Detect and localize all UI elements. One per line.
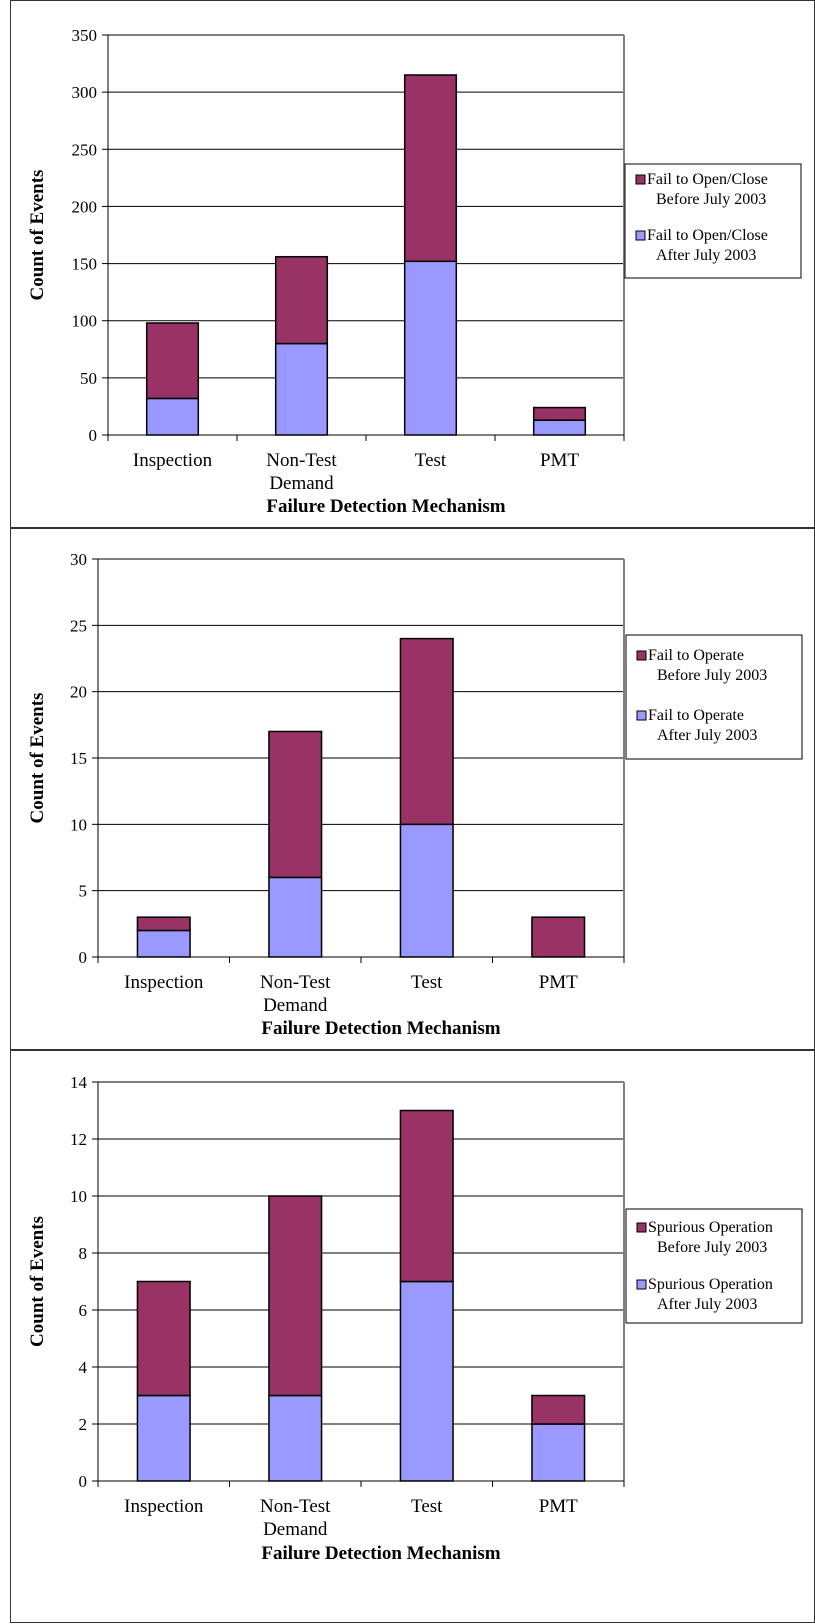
y-tick-label: 14 — [70, 1073, 88, 1092]
legend-label: Before July 2003 — [657, 667, 767, 684]
bar-segment — [145, 397, 200, 436]
legend-label: Before July 2003 — [657, 1239, 767, 1256]
legend-swatch — [636, 650, 647, 661]
y-tick-label: 25 — [70, 616, 87, 635]
y-tick-label: 100 — [72, 312, 98, 331]
legend-swatch — [636, 1222, 647, 1233]
y-tick-label: 15 — [70, 749, 87, 768]
y-axis-title: Count of Events — [27, 1216, 48, 1347]
bar-segment — [136, 916, 191, 932]
y-tick-label: 30 — [70, 550, 87, 569]
bar-segment — [136, 1394, 191, 1482]
legend-label: Fail to Operate — [648, 707, 744, 724]
y-tick-label: 2 — [79, 1415, 88, 1434]
bar-segment — [403, 74, 458, 263]
x-category-label: Test — [415, 450, 447, 471]
y-axis-title: Count of Events — [27, 170, 48, 301]
bar-segment — [532, 419, 587, 436]
x-category-label: Demand — [263, 995, 328, 1016]
chart-panel-open-close: 0 50 100 150 200 250 300 350 Inspection Non-Test D… — [10, 0, 815, 528]
x-category-label: Non-Test — [260, 1496, 331, 1517]
legend-label: Spurious Operation — [648, 1276, 773, 1293]
x-axis-title: Failure Detection Mechanism — [261, 1018, 500, 1039]
legend-label: After July 2003 — [657, 727, 757, 744]
bar-segment — [268, 876, 323, 958]
legend-label: After July 2003 — [657, 1296, 757, 1313]
x-category-label: PMT — [539, 972, 578, 993]
x-category-label: Demand — [263, 1519, 328, 1540]
bar-segment — [399, 823, 454, 958]
y-tick-label: 250 — [72, 140, 98, 159]
y-tick-label: 150 — [72, 255, 98, 274]
bar-segment — [268, 1195, 323, 1397]
bar-segment — [531, 916, 586, 958]
bar-segment — [136, 1280, 191, 1397]
legend-label: Fail to Open/Close — [647, 171, 768, 188]
x-category-label: Inspection — [124, 1496, 204, 1517]
x-axis-title: Failure Detection Mechanism — [266, 496, 505, 517]
legend-box — [624, 163, 802, 279]
bar-segment — [532, 406, 587, 421]
y-tick-label: 200 — [72, 197, 98, 216]
chart-panel-operate: 0 5 10 15 20 25 30 Inspection Non-Test Demand Test… — [10, 528, 815, 1050]
x-category-label: Non-Test — [260, 972, 331, 993]
bar-segment — [531, 1423, 586, 1482]
bar-segment — [268, 1394, 323, 1482]
bar-segment — [274, 255, 329, 345]
legend-box — [625, 1208, 803, 1324]
y-tick-label: 20 — [70, 683, 87, 702]
x-category-label: Inspection — [133, 450, 213, 471]
x-category-label: PMT — [539, 1496, 578, 1517]
y-tick-label: 10 — [70, 815, 87, 834]
bar-segment — [399, 637, 454, 826]
y-tick-label: 0 — [79, 948, 88, 967]
x-category-label: PMT — [540, 450, 579, 471]
chart-open-close: 0 50 100 150 200 250 300 350 Inspection Non-TestD… — [27, 26, 802, 517]
x-category-label: Test — [411, 972, 443, 993]
x-category-label: Test — [411, 1496, 443, 1517]
bar-segment — [268, 730, 323, 879]
bar-segment — [145, 322, 200, 400]
y-tick-label: 50 — [80, 369, 97, 388]
y-tick-label: 6 — [79, 1301, 88, 1320]
legend-box — [625, 634, 803, 760]
legend-label: Fail to Operate — [648, 647, 744, 664]
bar-segment — [531, 1394, 586, 1425]
legend-swatch — [636, 1279, 647, 1290]
y-axis-title: Count of Events — [27, 693, 48, 824]
chart-panel-spurious: 0 2 4 6 8 10 12 14 Inspection Non-Test Demand Test P… — [10, 1050, 815, 1623]
y-tick-label: 10 — [70, 1187, 87, 1206]
x-axis-title: Failure Detection Mechanism — [261, 1543, 500, 1564]
legend-label: Fail to Open/Close — [647, 227, 768, 244]
y-tick-label: 12 — [70, 1130, 87, 1149]
bar-segment — [274, 342, 329, 436]
legend-swatch — [636, 710, 647, 721]
y-tick-label: 0 — [89, 426, 98, 445]
x-category-label: Demand — [269, 473, 334, 494]
y-tick-label: 4 — [79, 1358, 88, 1377]
y-tick-label: 350 — [72, 26, 98, 45]
y-tick-label: 8 — [79, 1244, 88, 1263]
legend-label: Spurious Operation — [648, 1219, 773, 1236]
y-tick-label: 5 — [79, 882, 88, 901]
y-tick-label: 0 — [79, 1472, 88, 1491]
bar-segment — [403, 260, 458, 436]
bar-segment — [399, 1280, 454, 1482]
legend-swatch — [635, 230, 646, 241]
x-category-label: Non-Test — [266, 450, 337, 471]
bar-segment — [136, 929, 191, 958]
bar-segment — [399, 1109, 454, 1283]
legend-label: Before July 2003 — [656, 191, 766, 208]
x-category-label: Inspection — [124, 972, 204, 993]
legend-swatch — [635, 174, 646, 185]
legend-label: After July 2003 — [656, 247, 756, 264]
y-tick-label: 300 — [72, 83, 98, 102]
